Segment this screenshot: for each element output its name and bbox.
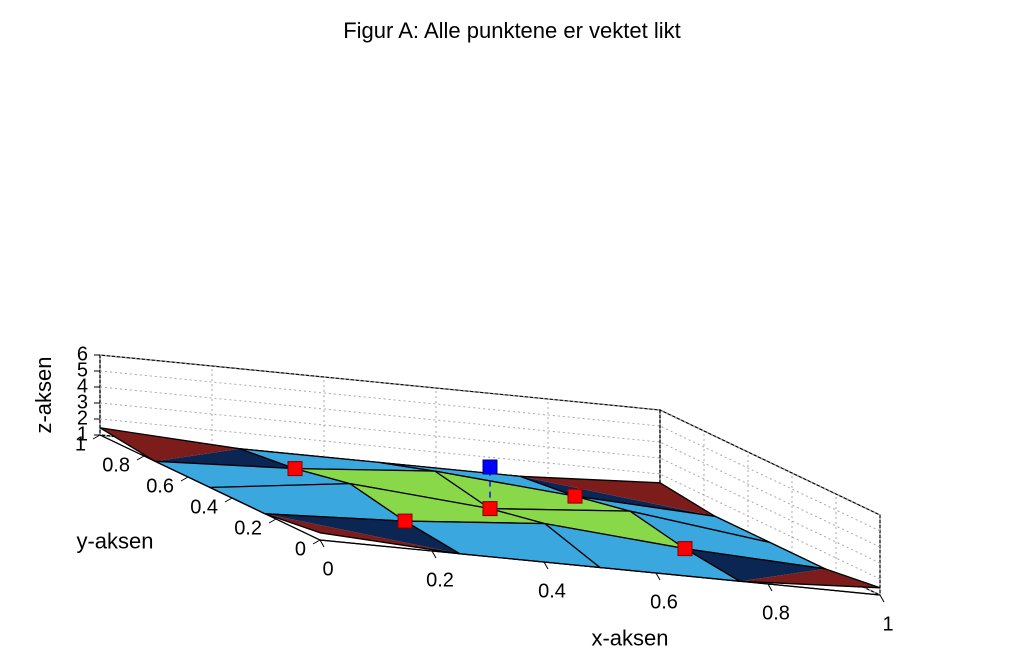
svg-text:6: 6 xyxy=(77,343,88,365)
svg-text:0.2: 0.2 xyxy=(426,570,454,592)
x-axis-label: x-aksen xyxy=(591,626,668,651)
svg-text:0.4: 0.4 xyxy=(538,581,566,603)
svg-text:0.8: 0.8 xyxy=(102,454,130,476)
svg-text:0: 0 xyxy=(322,559,333,581)
svg-text:0.6: 0.6 xyxy=(146,475,174,497)
svg-text:0.2: 0.2 xyxy=(234,517,262,539)
svg-text:0: 0 xyxy=(295,538,306,560)
svg-text:1: 1 xyxy=(75,433,86,455)
z-axis-label: z-aksen xyxy=(31,356,56,433)
svg-text:0.4: 0.4 xyxy=(190,496,218,518)
chart-container: Figur A: Alle punktene er vektet likt 12… xyxy=(0,0,1024,659)
y-axis-label: y-aksen xyxy=(76,528,153,553)
surface-plot: 12345600.20.40.60.8100.20.40.60.81z-akse… xyxy=(0,0,1024,659)
svg-text:0.8: 0.8 xyxy=(762,603,790,625)
svg-text:1: 1 xyxy=(882,614,893,636)
svg-text:0.6: 0.6 xyxy=(650,592,678,614)
